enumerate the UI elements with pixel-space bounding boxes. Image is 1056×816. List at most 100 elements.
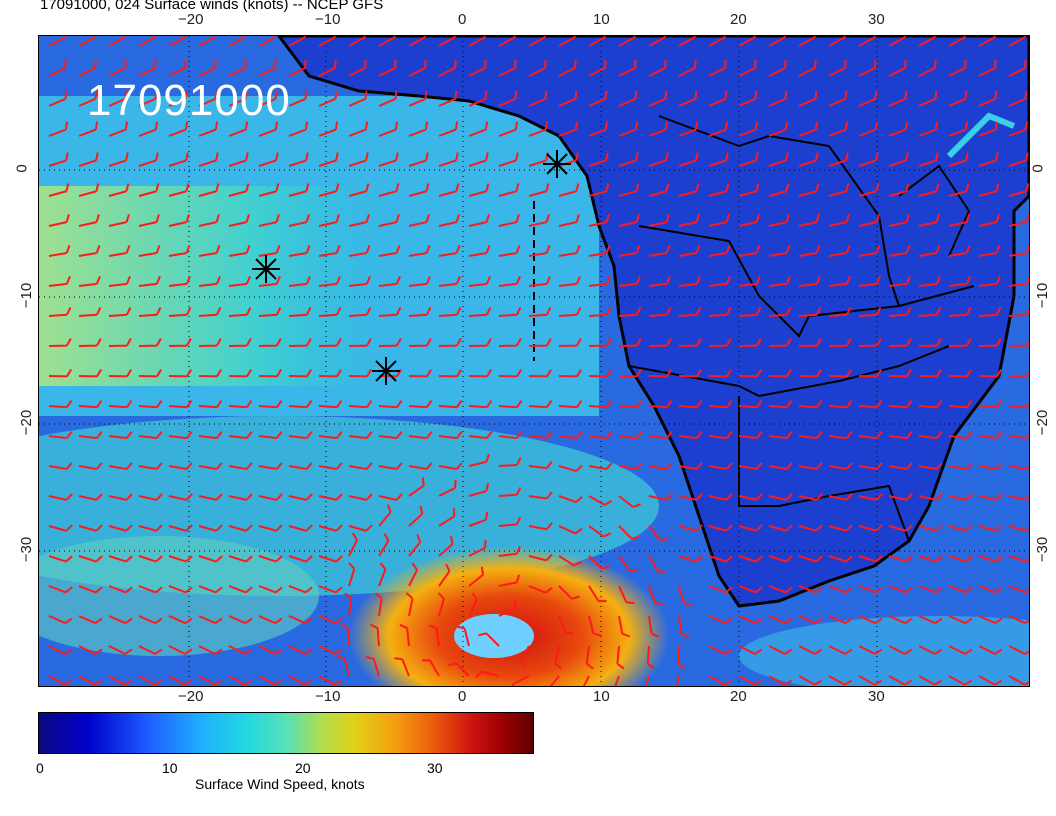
wind-barb [888, 337, 912, 347]
wind-barb [558, 59, 577, 77]
wind-barb [168, 524, 193, 532]
wind-barb [138, 369, 163, 378]
wind-barb [618, 400, 643, 409]
wind-barb [948, 36, 966, 47]
wind-barb [258, 615, 283, 625]
wind-barb [1008, 555, 1029, 563]
wind-barb [168, 90, 188, 107]
wind-barb [498, 306, 522, 317]
wind-barb [528, 245, 551, 257]
wind-barb [48, 276, 71, 287]
wind-barb [468, 337, 492, 347]
wind-barb [858, 369, 883, 378]
wind-barb [438, 152, 459, 167]
wind-barb [978, 524, 1003, 532]
wind-barb [228, 431, 253, 440]
wind-barb [288, 36, 306, 47]
wind-barb [918, 121, 939, 137]
wind-barb [918, 493, 943, 501]
wind-barb [228, 276, 251, 287]
wind-barb [918, 90, 938, 107]
wind-barb [678, 152, 699, 167]
wind-barb [678, 245, 701, 257]
wind-barb [678, 431, 703, 440]
wind-barb [1008, 337, 1029, 347]
wind-barb [888, 493, 913, 501]
wind-barb [498, 337, 522, 347]
wind-barb [168, 462, 193, 471]
wind-barb [348, 431, 373, 440]
wind-barb [546, 675, 560, 686]
wind-barb [828, 152, 849, 167]
map-panel[interactable]: 17091000 [38, 35, 1030, 687]
wind-barb [511, 675, 530, 686]
wind-barb [678, 59, 697, 77]
wind-barb [318, 369, 343, 378]
wind-barb [643, 675, 651, 686]
wind-barb [978, 369, 1003, 378]
wind-barb [378, 245, 401, 257]
top-lon-tick: −20 [178, 11, 204, 28]
datetime-stamp: 17091000 [87, 76, 291, 125]
wind-barb [318, 306, 342, 317]
wind-barb [648, 59, 667, 77]
wind-barb [348, 562, 356, 587]
wind-barb [48, 306, 72, 317]
wind-barb [558, 369, 583, 378]
wind-barb [978, 183, 1000, 197]
wind-barb [978, 585, 1003, 594]
wind-barb [258, 369, 283, 378]
wind-barb [618, 615, 631, 638]
wind-barb [948, 400, 973, 409]
wind-barb [528, 337, 552, 347]
southeast-wind-band [739, 616, 1029, 686]
wind-barb [258, 585, 283, 594]
wind-barb [318, 400, 343, 409]
wind-barb [348, 214, 370, 227]
wind-barb [198, 400, 223, 409]
wind-barb [228, 585, 253, 594]
wind-barb [1008, 462, 1029, 471]
wind-barb [618, 245, 641, 257]
wind-barb [1008, 369, 1029, 378]
wind-barb [228, 462, 253, 471]
wind-barb [138, 615, 163, 625]
wind-barb [588, 36, 606, 47]
wind-barb [618, 183, 640, 197]
wind-barb [738, 276, 761, 287]
wind-barb [348, 276, 371, 287]
wind-barb [48, 462, 73, 471]
wind-barb [108, 214, 130, 227]
wind-barb [48, 555, 73, 563]
wind-barb [618, 431, 643, 440]
wind-barb [198, 214, 220, 227]
wind-barb [198, 306, 222, 317]
wind-barb [378, 214, 400, 227]
wind-barb [78, 493, 103, 501]
wind-barb [138, 214, 160, 227]
wind-barb [498, 214, 520, 227]
wind-barb [498, 90, 518, 107]
wind-barb [138, 306, 162, 317]
wind-barb [708, 645, 733, 655]
wind-barb [258, 152, 279, 167]
wind-barb [348, 462, 373, 471]
wind-barb [1008, 214, 1029, 227]
wind-barb [948, 276, 971, 287]
wind-barb [528, 121, 549, 137]
wind-barb [168, 615, 193, 625]
wind-barb [678, 337, 702, 347]
wind-barb [798, 59, 817, 77]
wind-barb [78, 306, 102, 317]
wind-barb [498, 457, 522, 467]
wind-barb [828, 183, 850, 197]
wind-barb [948, 431, 973, 440]
wind-barb [288, 493, 313, 501]
wind-barb [48, 585, 73, 594]
wind-barb [708, 59, 727, 77]
wind-barb [708, 615, 733, 625]
wind-barb [888, 121, 909, 137]
wind-barb [888, 152, 909, 167]
wind-barb [1008, 59, 1027, 77]
wind-barb [528, 400, 553, 409]
